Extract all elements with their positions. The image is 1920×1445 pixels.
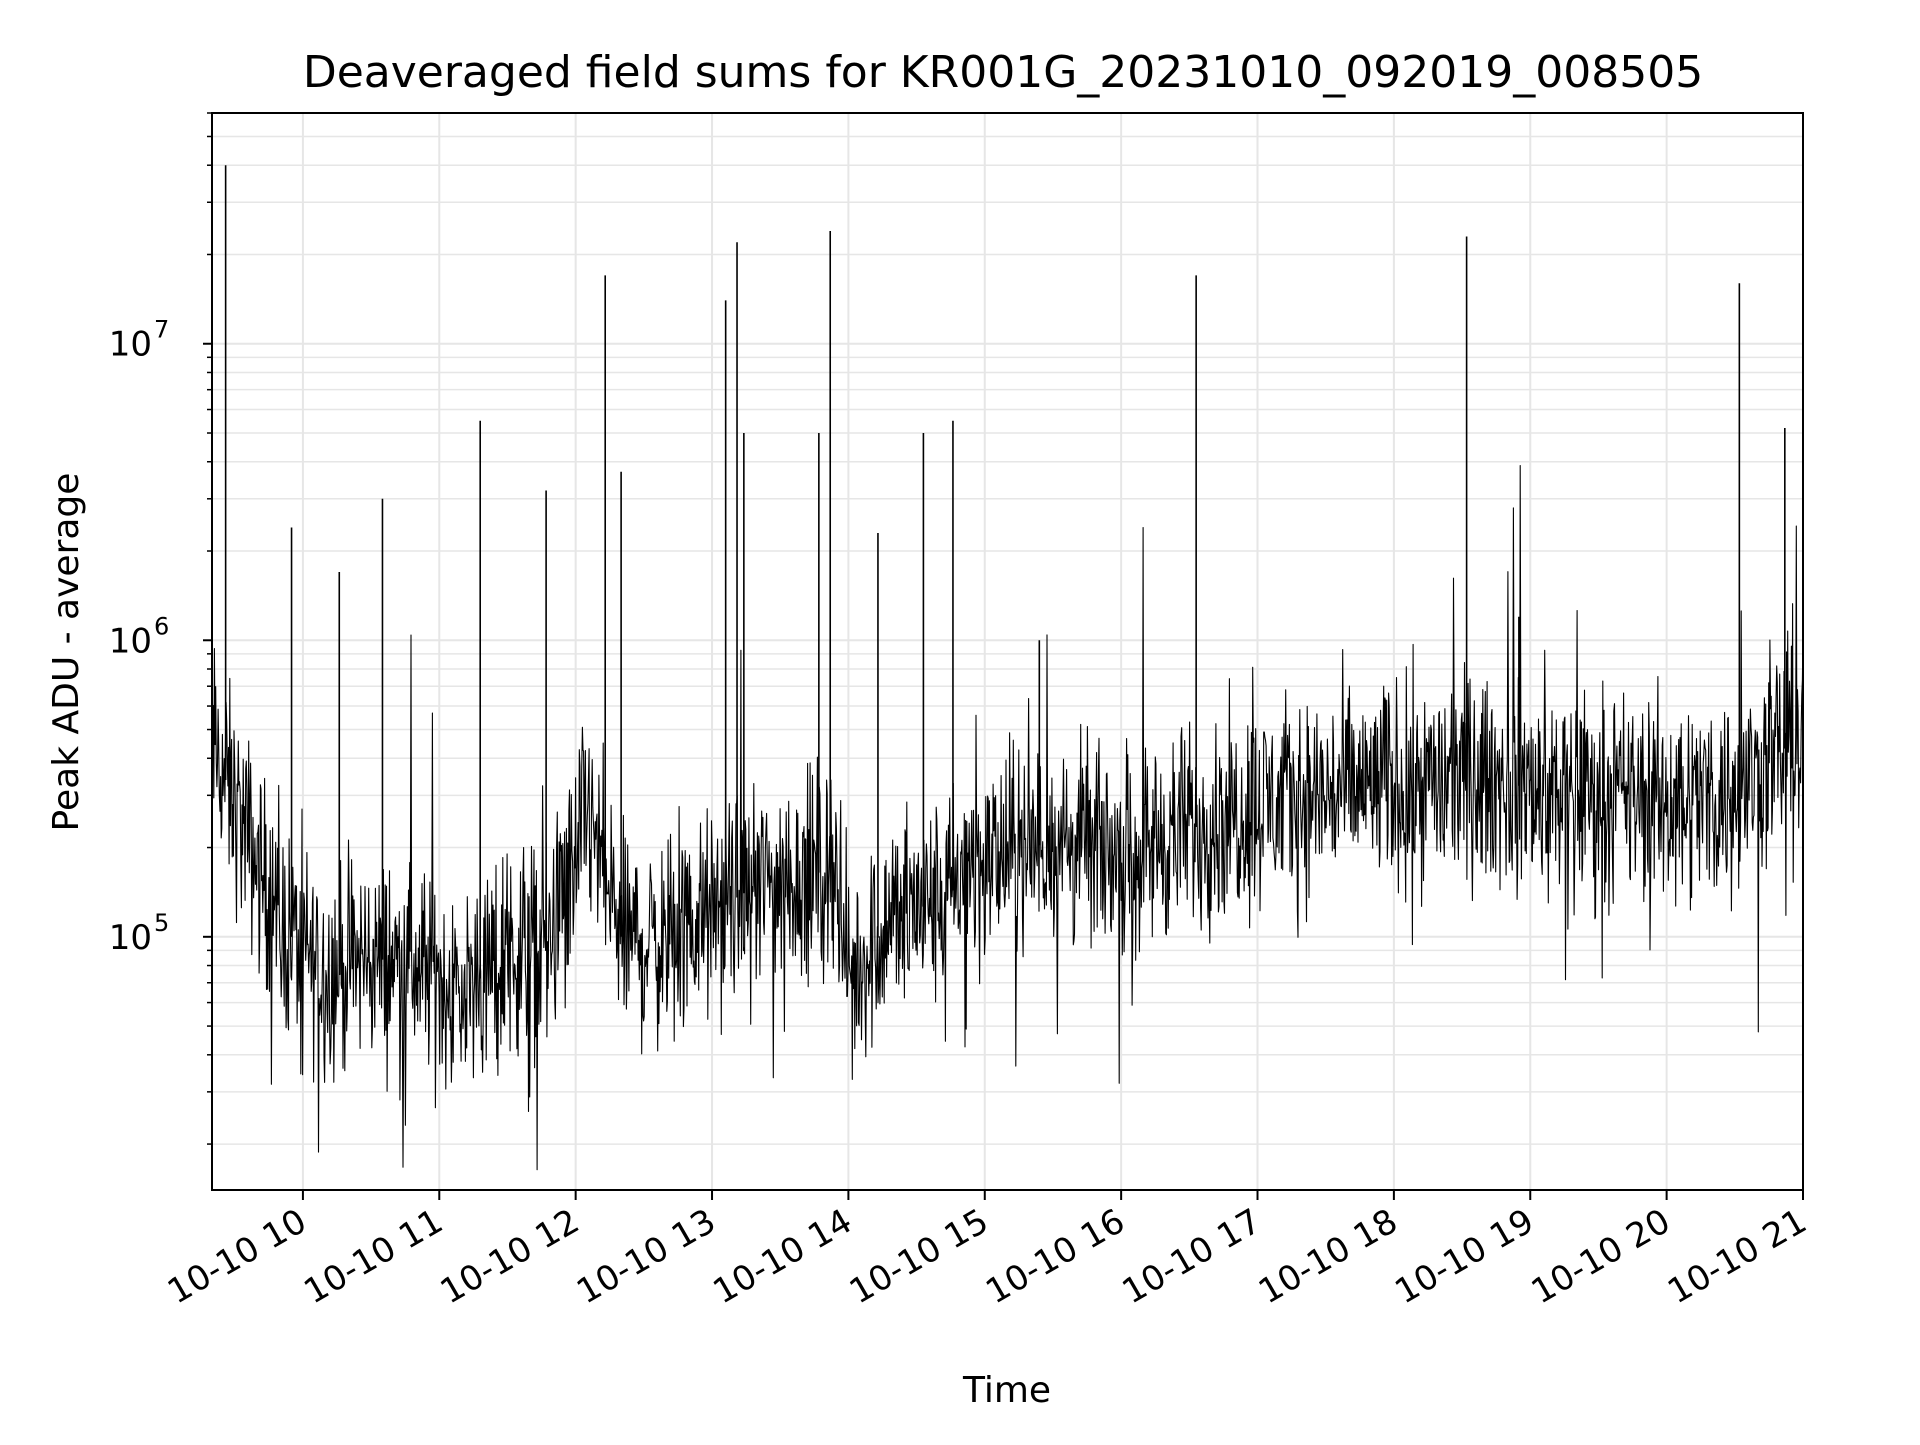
y-tick-exponent: 5 xyxy=(154,909,169,937)
x-tick-label: 10-10 15 xyxy=(843,1201,995,1312)
series-line xyxy=(211,465,1804,1171)
plot-area xyxy=(211,165,1804,1171)
x-tick-label: 10-10 17 xyxy=(1116,1201,1268,1312)
x-tick-label: 10-10 11 xyxy=(297,1201,449,1312)
y-axis-label: Peak ADU - average xyxy=(46,473,87,832)
x-tick-label: 10-10 18 xyxy=(1252,1201,1404,1312)
x-tick-label: 10-10 10 xyxy=(161,1201,313,1312)
x-axis-label: Time xyxy=(962,1370,1051,1411)
y-tick-label: 10 xyxy=(109,325,152,365)
x-tick-label: 10-10 19 xyxy=(1388,1201,1540,1312)
plot-frame xyxy=(211,112,1804,1191)
x-tick-label: 10-10 21 xyxy=(1661,1201,1813,1312)
chart-title: Deaveraged field sums for KR001G_2023101… xyxy=(303,47,1703,98)
x-tick-label: 10-10 12 xyxy=(434,1201,586,1312)
y-tick-label: 10 xyxy=(109,918,152,958)
y-tick-label: 10 xyxy=(109,621,152,661)
x-tick-label: 10-10 16 xyxy=(979,1201,1131,1312)
x-tick-label: 10-10 13 xyxy=(570,1201,722,1312)
x-tick-label: 10-10 20 xyxy=(1525,1201,1677,1312)
x-tick-label: 10-10 14 xyxy=(707,1201,859,1312)
y-tick-exponent: 7 xyxy=(154,316,169,344)
y-tick-exponent: 6 xyxy=(154,612,169,640)
